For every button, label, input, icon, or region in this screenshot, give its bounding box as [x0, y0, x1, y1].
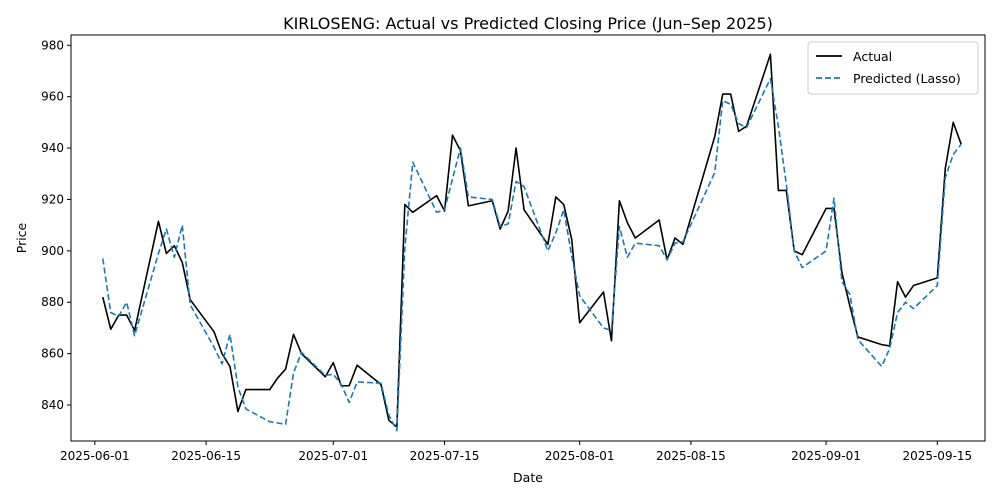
y-tick-label: 920 [41, 192, 64, 206]
x-tick-label: 2025-07-15 [410, 449, 480, 463]
y-tick-label: 880 [41, 295, 64, 309]
y-tick-label: 980 [41, 38, 64, 52]
x-tick-label: 2025-09-01 [791, 449, 861, 463]
series-line-actual [102, 53, 962, 428]
plot-area [70, 34, 986, 442]
x-tick-label: 2025-07-01 [298, 449, 368, 463]
y-tick-label: 960 [41, 90, 64, 104]
legend: Actual Predicted (Lasso) [807, 41, 979, 95]
legend-predicted-label: Predicted (Lasso) [853, 71, 961, 86]
x-tick-label: 2025-06-15 [171, 449, 241, 463]
y-tick-label: 940 [41, 141, 64, 155]
y-tick-label: 840 [41, 398, 64, 412]
legend-box [807, 41, 979, 95]
y-axis: 840 860 880 900 920 940 960 980 [41, 38, 71, 412]
series-layer [101, 53, 962, 432]
x-tick-label: 2025-06-01 [60, 449, 130, 463]
series-line-predicted [101, 77, 962, 432]
y-tick-label: 900 [41, 244, 64, 258]
y-axis-label: Price [14, 222, 29, 253]
x-axis-label: Date [513, 470, 543, 485]
x-tick-label: 2025-08-01 [545, 449, 615, 463]
chart-title: KIRLOSENG: Actual vs Predicted Closing P… [283, 14, 773, 33]
x-axis: 2025-06-01 2025-06-15 2025-07-01 2025-07-15… [60, 441, 972, 463]
x-tick-label: 2025-09-15 [902, 449, 972, 463]
x-tick-label: 2025-08-15 [656, 449, 726, 463]
y-tick-label: 860 [41, 347, 64, 361]
legend-actual-label: Actual [853, 49, 892, 64]
plot-frame [70, 34, 986, 442]
